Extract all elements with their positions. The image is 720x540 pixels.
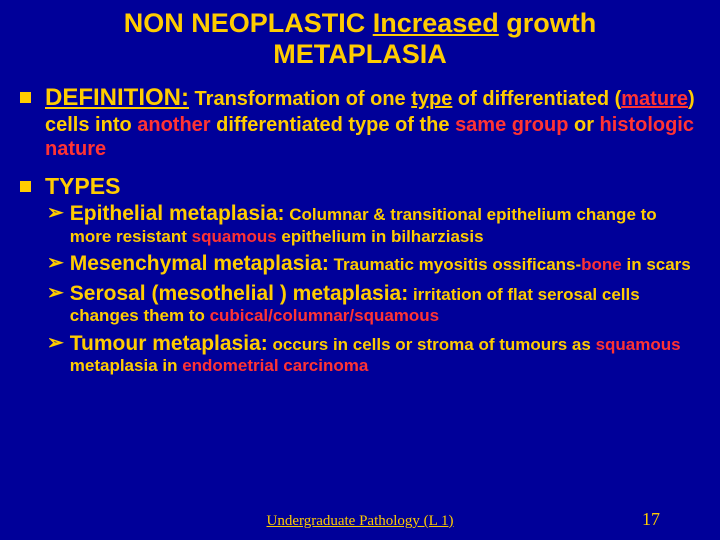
square-bullet-icon <box>20 181 31 192</box>
def-t1: Transformation of one <box>189 88 411 110</box>
footer-text: Undergraduate Pathology (L 1) <box>0 513 720 530</box>
definition-heading: DEFINITION: <box>45 84 189 111</box>
arrow-icon: ➢ <box>47 202 64 246</box>
square-bullet-icon <box>20 92 31 103</box>
list-item: ➢ Mesenchymal metaplasia: Traumatic myos… <box>45 252 700 276</box>
def-t5: another <box>137 114 210 136</box>
title-part-1: NON NEOPLASTIC <box>124 8 373 38</box>
def-t3: of differentiated ( <box>452 88 621 110</box>
type-text: occurs in cells or stroma of tumours as <box>268 335 596 354</box>
type-text: epithelium in bilharziasis <box>277 227 484 246</box>
def-mature: mature <box>621 88 688 110</box>
type-text: in scars <box>622 255 691 274</box>
slide-title: NON NEOPLASTIC Increased growth METAPLAS… <box>60 8 660 70</box>
arrow-icon: ➢ <box>47 282 64 326</box>
definition-bullet: DEFINITION: Transformation of one type o… <box>20 84 700 161</box>
list-item: ➢ Serosal (mesothelial ) metaplasia: irr… <box>45 282 700 326</box>
title-line-2: METAPLASIA <box>60 39 660 70</box>
type-text: endometrial carcinoma <box>182 356 368 375</box>
type-text: cubical/columnar/squamous <box>210 306 440 325</box>
title-part-3: growth <box>499 8 596 38</box>
def-t8: or <box>568 114 599 136</box>
list-item: ➢ Epithelial metaplasia: Columnar & tran… <box>45 202 700 246</box>
type-head: Mesenchymal metaplasia: <box>70 252 329 275</box>
type-text: bone <box>581 255 622 274</box>
types-bullet: TYPES ➢ Epithelial metaplasia: Columnar … <box>20 173 700 382</box>
type-head: Epithelial metaplasia: <box>70 202 285 225</box>
type-head: Tumour metaplasia: <box>70 332 268 355</box>
types-heading: TYPES <box>45 173 120 199</box>
arrow-icon: ➢ <box>47 332 64 376</box>
type-text: squamous <box>596 335 681 354</box>
arrow-icon: ➢ <box>47 252 64 276</box>
page-number: 17 <box>642 509 660 530</box>
type-text: squamous <box>192 227 277 246</box>
types-list: ➢ Epithelial metaplasia: Columnar & tran… <box>45 202 700 375</box>
list-item: ➢ Tumour metaplasia: occurs in cells or … <box>45 332 700 376</box>
type-text: metaplasia in <box>70 356 182 375</box>
type-text: Columnar & transitional epithelium <box>285 205 572 224</box>
def-t7: same group <box>455 114 568 136</box>
title-part-2: Increased <box>373 8 499 38</box>
def-t2: type <box>411 88 452 110</box>
type-text: Traumatic myositis ossificans- <box>329 255 581 274</box>
def-t6: differentiated type of the <box>211 114 455 136</box>
type-head: Serosal (mesothelial ) metaplasia: <box>70 282 408 305</box>
